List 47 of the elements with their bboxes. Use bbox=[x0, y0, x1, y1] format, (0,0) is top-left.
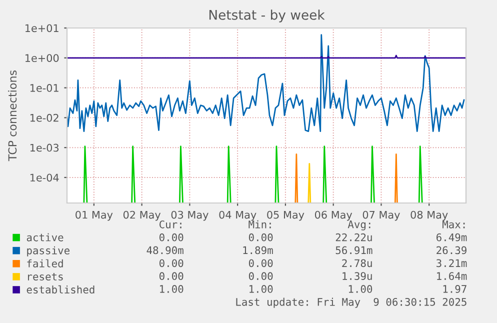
x-tick-label: 04 May bbox=[219, 210, 256, 221]
legend-label: failed bbox=[27, 259, 63, 268]
text: 1.97 bbox=[443, 285, 466, 293]
y-tick-label: 1e-03 bbox=[30, 144, 59, 152]
text: Min: bbox=[248, 220, 271, 228]
text: 0.00 bbox=[248, 272, 273, 280]
text: 0.00 bbox=[159, 259, 184, 268]
text: Max: bbox=[442, 220, 465, 228]
legend-label: active bbox=[26, 233, 64, 242]
text: 1.89m bbox=[243, 246, 273, 254]
y-tick-label: 1e+00 bbox=[25, 54, 59, 62]
x-tick-label: 08 May bbox=[410, 210, 448, 221]
text: 3.21m bbox=[436, 259, 467, 268]
legend-label: established bbox=[26, 285, 94, 294]
legend-label: resets bbox=[28, 273, 63, 280]
y-axis-title: TCP connections bbox=[8, 70, 17, 162]
text: 1.00 bbox=[250, 285, 273, 293]
y-tick-label: 1e+01 bbox=[25, 24, 58, 32]
text: Last update: Fri May 9 06:30:15 2025 bbox=[236, 298, 466, 308]
text: 0.00 bbox=[159, 272, 184, 280]
legend-label: passive bbox=[27, 246, 70, 256]
text: 1.00 bbox=[348, 285, 372, 293]
text: 0.00 bbox=[248, 233, 273, 242]
text: 1.00 bbox=[160, 285, 184, 293]
chart-title: Netstat - by week bbox=[209, 10, 325, 22]
text: 48.90m bbox=[146, 246, 184, 254]
x-tick-label: 02 May bbox=[123, 210, 161, 221]
text: 0.00 bbox=[248, 259, 273, 268]
x-tick-label: 01 May bbox=[76, 210, 113, 221]
x-tick-label: 05 May bbox=[267, 210, 304, 221]
text: Avg: bbox=[348, 220, 370, 230]
text: 22.22u bbox=[336, 233, 372, 242]
text: 1.39u bbox=[342, 272, 372, 280]
text: 26.39 bbox=[436, 246, 466, 254]
text: 1.64m bbox=[437, 272, 467, 280]
y-tick-label: 1e-01 bbox=[30, 84, 58, 92]
x-tick-label: 03 May bbox=[171, 210, 208, 221]
line-series bbox=[67, 34, 465, 132]
text: Cur: bbox=[160, 220, 182, 228]
x-tick-label: 06 May bbox=[314, 210, 352, 221]
text: 2.78u bbox=[342, 259, 372, 268]
x-tick-label: 07 May bbox=[362, 210, 400, 221]
text: 56.91m bbox=[336, 246, 372, 254]
y-tick-label: 1e-04 bbox=[30, 174, 59, 182]
text: 6.49m bbox=[436, 233, 467, 242]
y-tick-label: 1e-02 bbox=[30, 114, 58, 122]
text: 0.00 bbox=[159, 233, 184, 242]
